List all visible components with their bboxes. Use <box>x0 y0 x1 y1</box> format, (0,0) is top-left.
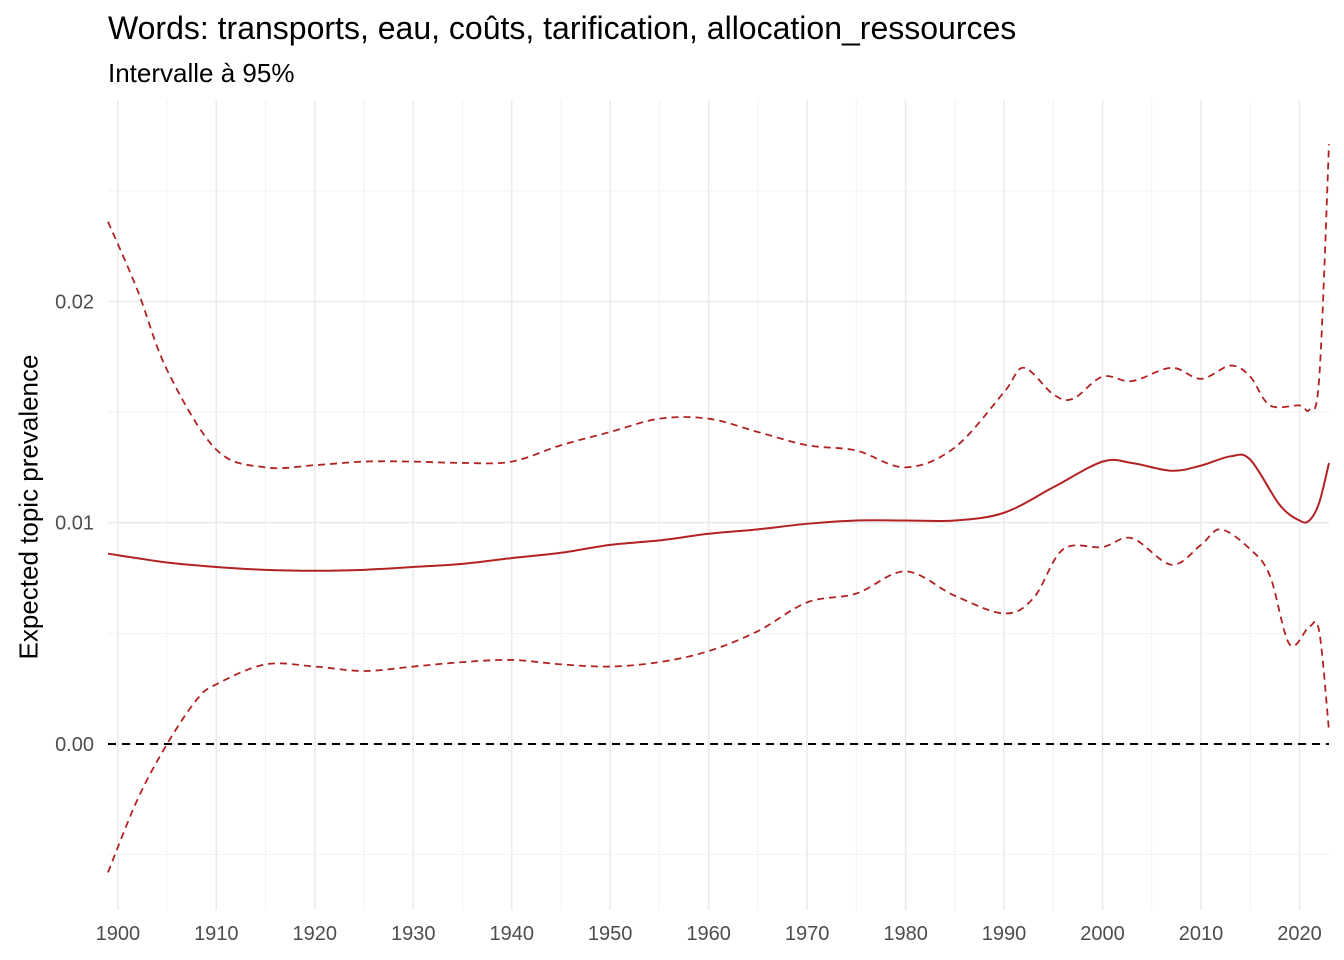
chart-title: Words: transports, eau, coûts, tarificat… <box>108 10 1017 46</box>
series-line-lower <box>107 528 1330 873</box>
x-tick-label: 1920 <box>293 923 338 945</box>
x-tick-label: 1900 <box>96 923 141 945</box>
x-tick-label: 2010 <box>1179 923 1224 945</box>
x-tick-label: 2000 <box>1080 923 1125 945</box>
x-tick-label: 1960 <box>686 923 731 945</box>
x-tick-label: 1980 <box>883 923 928 945</box>
x-tick-label: 1930 <box>391 923 436 945</box>
y-tick-label: 0.01 <box>55 513 94 535</box>
x-tick-label: 1910 <box>194 923 239 945</box>
x-tick-label: 1970 <box>785 923 830 945</box>
y-tick-label: 0.02 <box>55 291 94 313</box>
series-line-estimate <box>107 453 1330 572</box>
x-tick-label: 1990 <box>982 923 1027 945</box>
x-tick-label: 1940 <box>489 923 534 945</box>
series-line-upper <box>107 144 1330 470</box>
chart-subtitle: Intervalle à 95% <box>108 58 295 88</box>
x-tick-label: 2020 <box>1277 923 1322 945</box>
y-tick-label: 0.00 <box>55 734 94 756</box>
x-tick-label: 1950 <box>588 923 633 945</box>
